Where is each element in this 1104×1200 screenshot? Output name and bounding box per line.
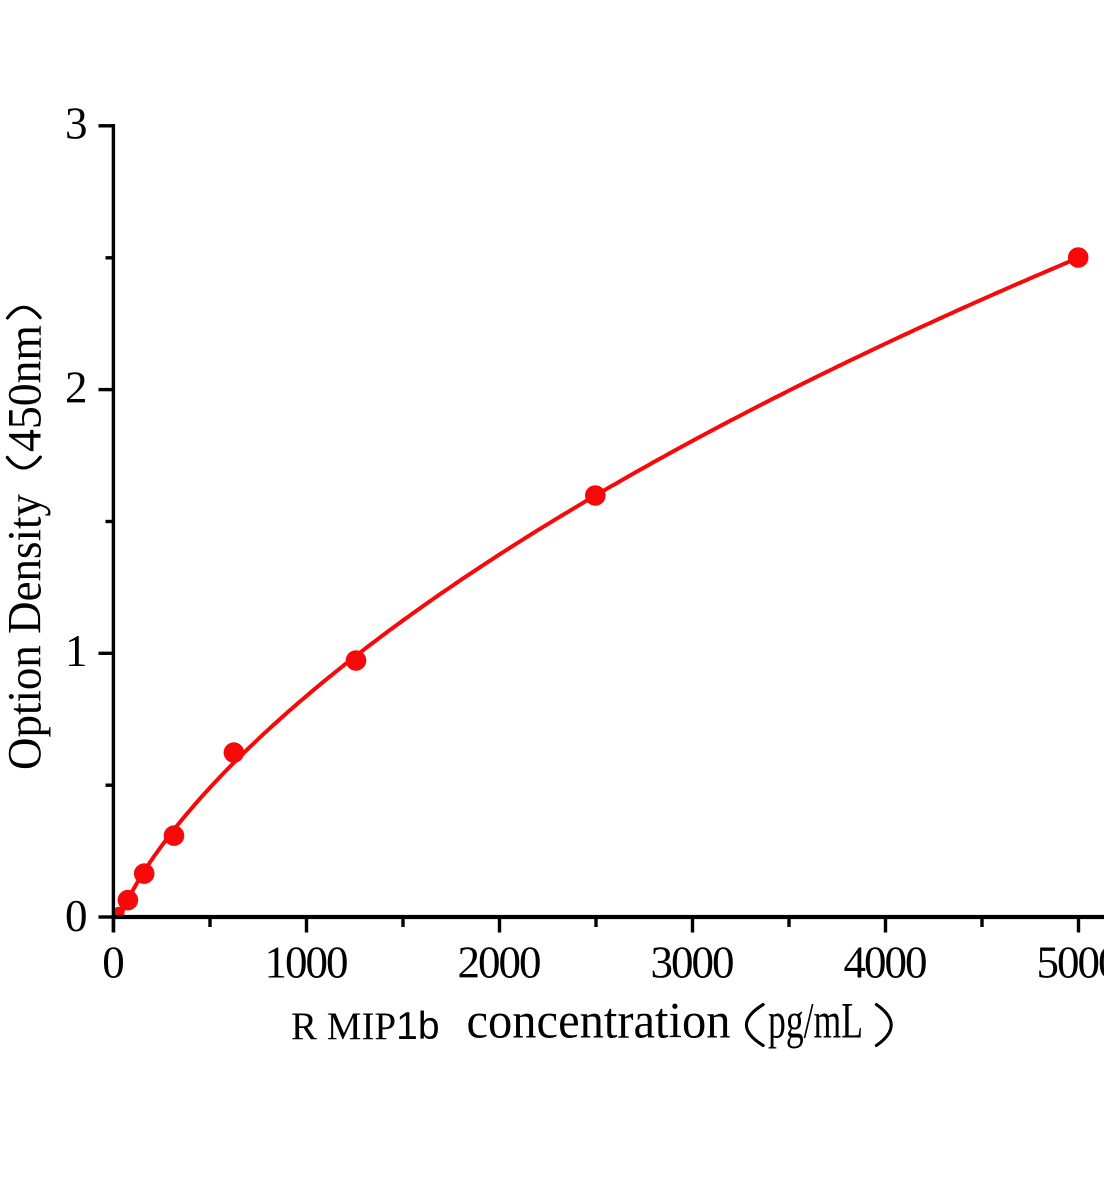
svg-text:4000: 4000 bbox=[844, 938, 928, 988]
svg-text:2: 2 bbox=[65, 362, 88, 412]
svg-text:pg/mL: pg/mL bbox=[768, 994, 863, 1050]
svg-text:0: 0 bbox=[65, 891, 88, 941]
svg-text:2000: 2000 bbox=[458, 938, 542, 988]
svg-text:concentration: concentration bbox=[467, 994, 731, 1050]
svg-text:450nm: 450nm bbox=[0, 325, 52, 452]
svg-text:5000: 5000 bbox=[1037, 938, 1104, 988]
svg-text:R MIP1b: R MIP1b bbox=[291, 1005, 440, 1048]
svg-text:3000: 3000 bbox=[651, 938, 735, 988]
svg-text:1: 1 bbox=[65, 626, 88, 676]
svg-text:1000: 1000 bbox=[265, 938, 349, 988]
svg-text:Option Density: Option Density bbox=[0, 494, 52, 770]
svg-text:3: 3 bbox=[65, 99, 88, 149]
svg-text:0: 0 bbox=[102, 938, 125, 988]
